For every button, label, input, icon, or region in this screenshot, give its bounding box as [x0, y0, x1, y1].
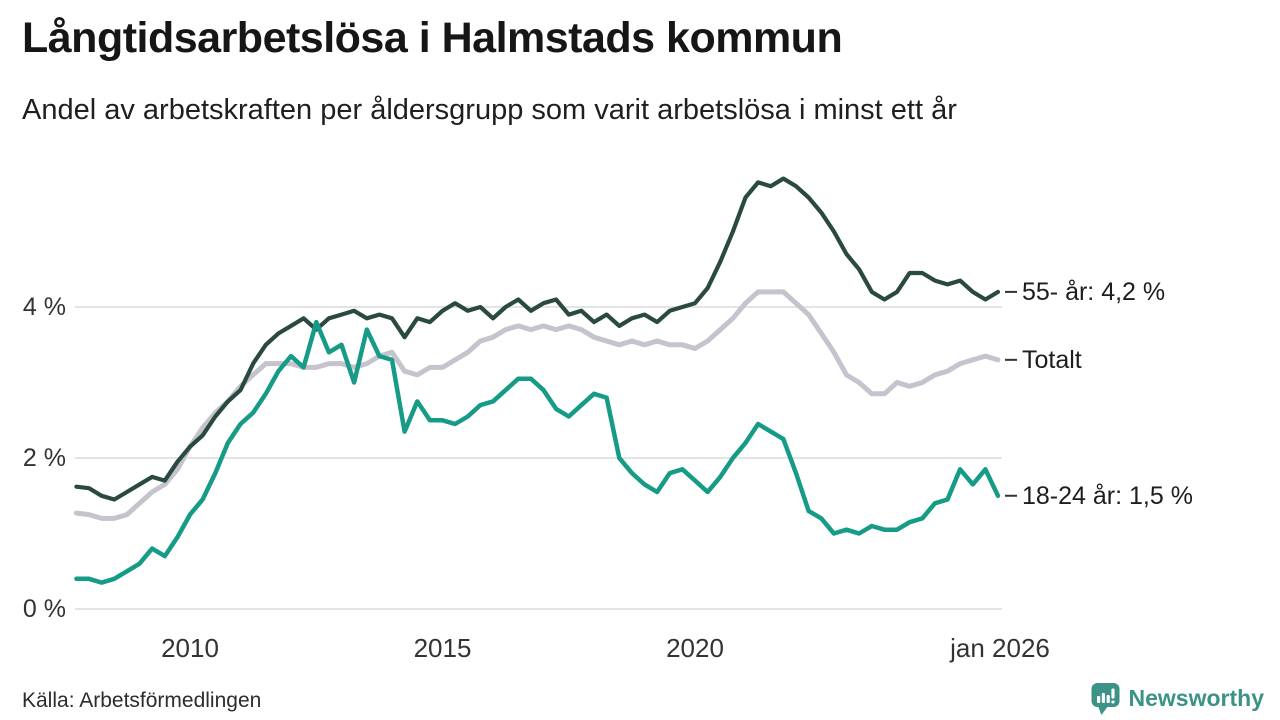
series-end-label: Totalt	[1022, 346, 1082, 374]
newsworthy-wordmark: Newsworthy	[1128, 685, 1264, 711]
x-tick-label: 2010	[161, 633, 219, 663]
newsworthy-logo: Newsworthy	[1089, 681, 1264, 716]
y-tick-label: 2 %	[23, 444, 66, 472]
series-end-label: 18-24 år: 1,5 %	[1022, 482, 1193, 510]
series-end-label: 55- år: 4,2 %	[1022, 278, 1165, 306]
data-line-55-r	[74, 176, 1001, 502]
y-tick-label: 0 %	[23, 595, 66, 623]
x-tick-label: jan 2026	[949, 633, 1050, 663]
data-line-totalt	[73, 289, 1001, 521]
source-note: Källa: Arbetsförmedlingen	[22, 689, 262, 712]
chart-subtitle: Andel av arbetskraften per åldersgrupp s…	[22, 94, 957, 126]
newsworthy-logo-icon	[1091, 683, 1120, 715]
x-tick-label: 2015	[414, 633, 472, 663]
chart-title: Långtidsarbetslösa i Halmstads kommun	[22, 14, 843, 62]
data-line-18-24-r	[74, 319, 1001, 585]
y-tick-label: 4 %	[23, 293, 66, 321]
x-tick-label: 2020	[666, 633, 724, 663]
